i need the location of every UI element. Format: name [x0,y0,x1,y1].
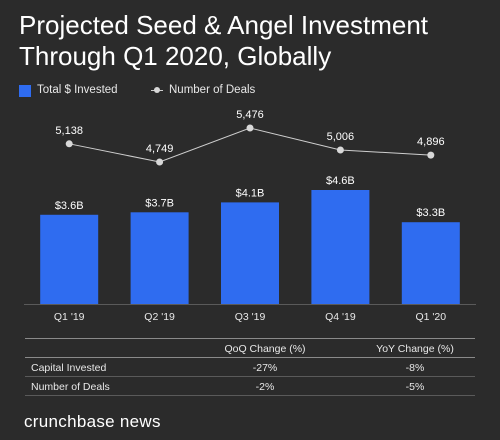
legend-label-line: Number of Deals [169,84,256,96]
x-tick-label: Q1 '19 [54,311,85,323]
deals-point [336,146,344,154]
table-cell: -5% [405,381,425,393]
combo-chart: $3.6B Q1 '19 $3.7B Q2 '19 $4.1B Q3 '19 $4.6B Q4… [24,109,476,323]
bar [311,190,370,304]
deals-value-label: 4,749 [146,143,174,155]
x-tick-label: Q4 '19 [325,311,356,323]
table-cell: -27% [252,362,278,374]
bar-value-label: $4.1B [236,187,265,199]
table-header-cell: YoY Change (%) [376,343,454,355]
bar-value-label: $4.6B [326,175,355,187]
deals-line [69,127,431,163]
table-header-cell: QoQ Change (%) [224,343,306,355]
deals-value-label: 5,006 [327,131,355,143]
bar-value-label: $3.7B [145,197,174,209]
bar [40,214,99,304]
change-table: QoQ Change (%) YoY Change (%) Capital In… [25,338,475,396]
table-header-row: QoQ Change (%) YoY Change (%) [25,338,475,358]
x-tick-label: Q3 '19 [235,311,266,323]
chart-title: Projected Seed & Angel Investment Throug… [19,10,429,71]
legend-line-swatch-icon [151,84,163,98]
legend-bar-swatch [19,85,31,97]
deals-point [427,151,435,159]
brand-logo: crunchbase news [24,412,161,431]
bar [130,212,189,304]
table-cell: Capital Invested [31,362,107,374]
table-cell: Number of Deals [31,381,110,393]
bar [221,202,279,304]
table-cell: -8% [405,362,425,374]
deals-point [65,140,73,148]
x-tick-label: Q2 '19 [144,311,175,323]
bar-value-label: $3.6B [55,200,84,212]
deals-point [156,158,164,166]
table-row: Number of Deals -2% -5% [25,377,475,396]
deals-value-label: 5,476 [236,109,264,121]
bar-value-label: $3.3B [416,207,445,219]
x-tick-label: Q1 '20 [415,311,446,323]
deals-value-label: 5,138 [55,125,83,137]
deals-value-label: 4,896 [417,136,445,148]
legend-label-bars: Total $ Invested [37,84,118,96]
bar [401,222,460,304]
table-cell: -2% [255,381,275,393]
table-row: Capital Invested -27% -8% [25,358,475,377]
deals-point [246,124,254,132]
